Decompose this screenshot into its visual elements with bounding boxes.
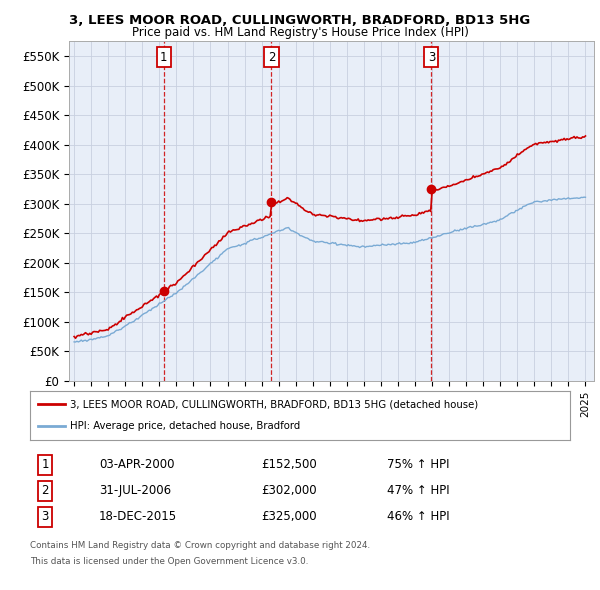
Text: 75% ↑ HPI: 75% ↑ HPI bbox=[387, 458, 449, 471]
Text: Price paid vs. HM Land Registry's House Price Index (HPI): Price paid vs. HM Land Registry's House … bbox=[131, 26, 469, 39]
Text: This data is licensed under the Open Government Licence v3.0.: This data is licensed under the Open Gov… bbox=[30, 558, 308, 566]
Text: 31-JUL-2006: 31-JUL-2006 bbox=[99, 484, 171, 497]
Text: 2: 2 bbox=[41, 484, 49, 497]
Text: 1: 1 bbox=[160, 51, 167, 64]
Text: £152,500: £152,500 bbox=[261, 458, 317, 471]
Text: 1: 1 bbox=[41, 458, 49, 471]
Text: HPI: Average price, detached house, Bradford: HPI: Average price, detached house, Brad… bbox=[71, 421, 301, 431]
Text: 18-DEC-2015: 18-DEC-2015 bbox=[99, 510, 177, 523]
Text: 3: 3 bbox=[428, 51, 435, 64]
Text: £325,000: £325,000 bbox=[261, 510, 317, 523]
Text: 47% ↑ HPI: 47% ↑ HPI bbox=[387, 484, 449, 497]
Text: Contains HM Land Registry data © Crown copyright and database right 2024.: Contains HM Land Registry data © Crown c… bbox=[30, 541, 370, 550]
Text: 3: 3 bbox=[41, 510, 49, 523]
Text: 3, LEES MOOR ROAD, CULLINGWORTH, BRADFORD, BD13 5HG: 3, LEES MOOR ROAD, CULLINGWORTH, BRADFOR… bbox=[70, 14, 530, 27]
Text: 46% ↑ HPI: 46% ↑ HPI bbox=[387, 510, 449, 523]
Text: 3, LEES MOOR ROAD, CULLINGWORTH, BRADFORD, BD13 5HG (detached house): 3, LEES MOOR ROAD, CULLINGWORTH, BRADFOR… bbox=[71, 399, 479, 409]
Text: 03-APR-2000: 03-APR-2000 bbox=[99, 458, 175, 471]
Text: 2: 2 bbox=[268, 51, 275, 64]
Text: £302,000: £302,000 bbox=[261, 484, 317, 497]
